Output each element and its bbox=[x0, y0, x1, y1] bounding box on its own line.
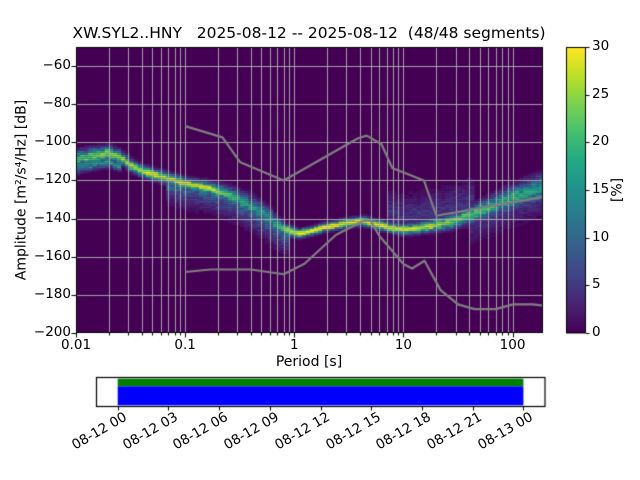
colorbar-label: [%] bbox=[609, 177, 626, 203]
x-tick-label: 1 bbox=[289, 337, 299, 353]
y-tick-label: −80 bbox=[42, 95, 72, 112]
y-tick-label: −100 bbox=[33, 133, 71, 150]
colorbar-tick-label: 0 bbox=[592, 324, 601, 340]
colorbar-tick-label: 20 bbox=[592, 133, 610, 150]
y-tick-label: −180 bbox=[33, 285, 71, 302]
x-tick-label: 10 bbox=[394, 337, 413, 353]
colorbar-tick-label: 5 bbox=[592, 276, 601, 293]
x-tick-label: 0.01 bbox=[60, 337, 92, 353]
plot-title: XW.SYL2..HNY 2025-08-12 -- 2025-08-12 (4… bbox=[72, 24, 546, 42]
colorbar-tick-label: 25 bbox=[592, 85, 610, 102]
x-axis-label: Period [s] bbox=[275, 354, 343, 370]
y-tick-label: −120 bbox=[33, 171, 71, 188]
y-tick-label: −200 bbox=[33, 324, 71, 340]
x-tick-label: 0.1 bbox=[174, 337, 196, 353]
y-axis-label: Amplitude [m²/s⁴/Hz] [dB] bbox=[13, 99, 30, 281]
colorbar-tick-label: 30 bbox=[592, 38, 610, 54]
y-tick-label: −60 bbox=[42, 57, 72, 74]
colorbar-tick-label: 15 bbox=[592, 181, 610, 197]
y-tick-label: −160 bbox=[33, 247, 71, 264]
y-tick-label: −140 bbox=[33, 209, 71, 226]
colorbar-tick-label: 10 bbox=[592, 228, 610, 245]
x-tick-label: 100 bbox=[499, 337, 526, 353]
